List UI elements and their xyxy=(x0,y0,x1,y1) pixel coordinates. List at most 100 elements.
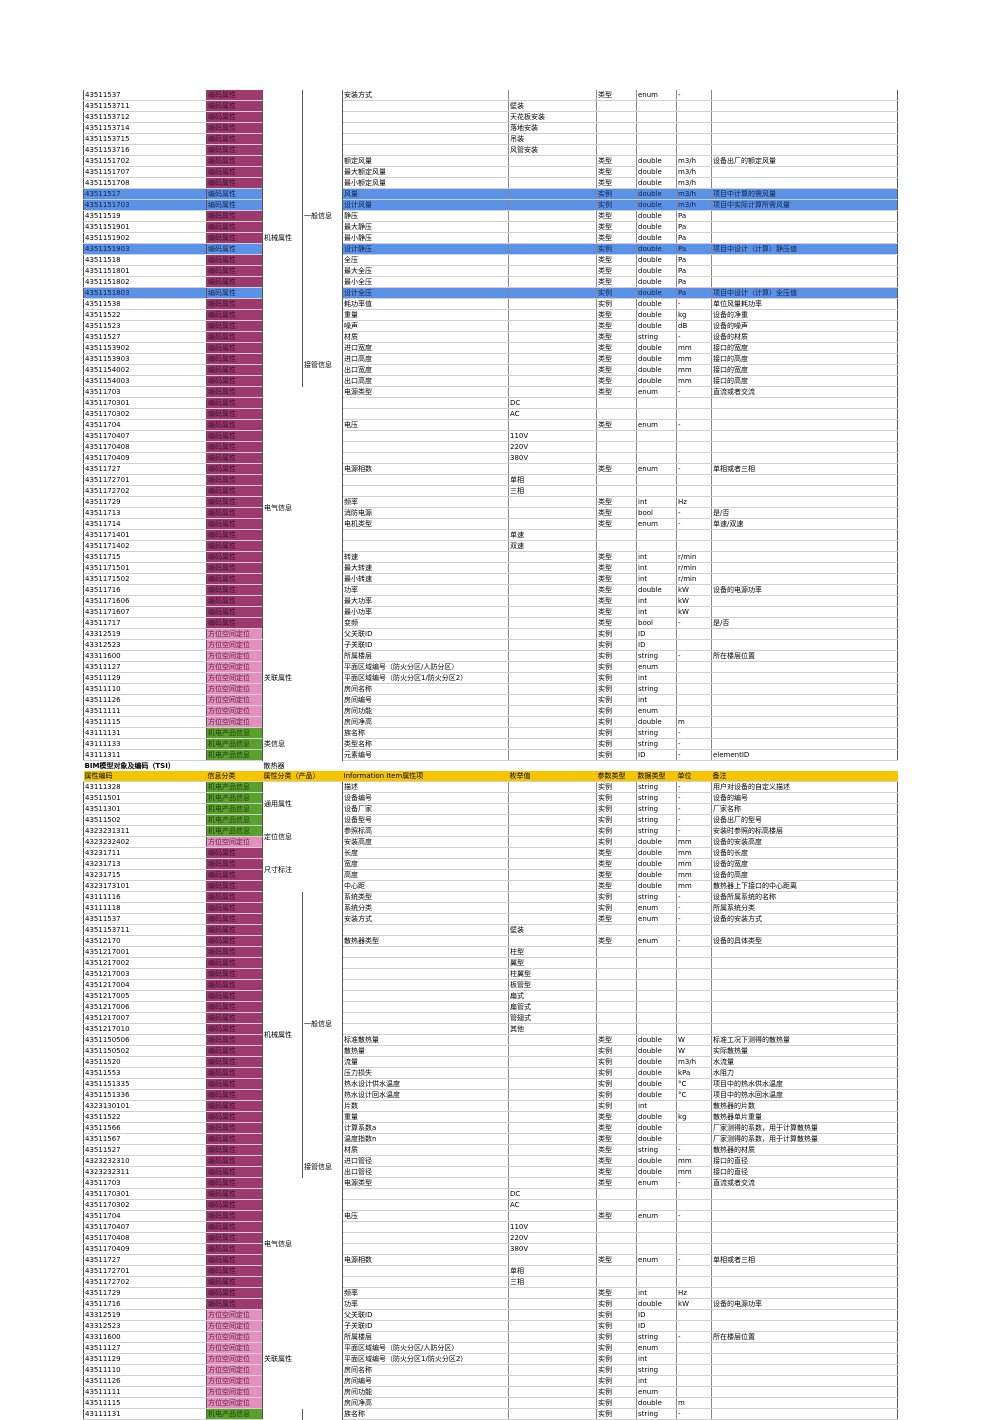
data-type: enum xyxy=(636,661,677,673)
param-type: 实例 xyxy=(596,1309,638,1321)
attribute-code: 43111311 xyxy=(83,749,207,761)
unit: - xyxy=(676,650,712,662)
attribute-name xyxy=(342,397,509,409)
attribute-code: 4351151708 xyxy=(83,177,207,189)
attribute-name xyxy=(342,430,509,442)
param-type xyxy=(596,529,637,541)
attribute-name xyxy=(342,441,509,453)
remark: 接口的直径 xyxy=(711,1155,899,1167)
enum-value xyxy=(508,210,597,222)
unit xyxy=(676,441,712,453)
info-category: 方位空间定位 xyxy=(206,1397,264,1409)
table-row: 43511527 编码属性 材质 类型 string - 散热器的材质 xyxy=(83,1144,899,1156)
param-type: 类型 xyxy=(596,309,637,321)
table-row: 43511715 编码属性 转速 类型 int r/min xyxy=(83,551,898,563)
attribute-code: 4351151803 xyxy=(83,287,207,299)
unit: m3/h xyxy=(676,177,712,189)
group-label: 机械属性 xyxy=(262,891,303,1178)
attribute-name: 热水设计回水温度 xyxy=(342,1089,510,1101)
data-type: double xyxy=(636,254,677,266)
data-type: double xyxy=(636,375,677,387)
empty-cell xyxy=(262,1408,303,1420)
table-row: 43511566 编码属性 计算系数a 类型 double 厂家测得的系数，用于计算散热量 xyxy=(83,1122,899,1134)
remark xyxy=(711,254,898,266)
enum-value xyxy=(508,1177,598,1189)
data-type: double xyxy=(636,1067,678,1079)
enum-value xyxy=(508,1298,598,1310)
attribute-name: 房间功能 xyxy=(342,705,509,717)
attribute-code: 4323173101 xyxy=(83,880,207,892)
remark xyxy=(711,1397,899,1409)
param-type xyxy=(596,1221,638,1233)
table-row: 4351153711 编码属性 壁装 xyxy=(83,100,898,112)
param-type: 类型 xyxy=(596,254,637,266)
param-type: 类型 xyxy=(596,155,637,167)
remark: 设备的宽度 xyxy=(711,858,899,870)
param-type xyxy=(596,1243,638,1255)
attribute-code: 4323231311 xyxy=(83,825,207,837)
attribute-name: 出口高度 xyxy=(342,375,509,387)
attribute-name: 额定风量 xyxy=(342,155,509,167)
info-category: 编码属性 xyxy=(206,1232,264,1244)
unit xyxy=(676,1243,713,1255)
table-row: 4351150502 编码属性 散热量 实例 double W 实际散热量 xyxy=(83,1045,899,1057)
enum-value xyxy=(508,1100,598,1112)
info-category: 编码属性 xyxy=(206,507,263,519)
attribute-name: 温度指数n xyxy=(342,1133,510,1145)
table-row: 43511527 编码属性 材质 类型 string - 设备的材质 xyxy=(83,331,898,343)
unit xyxy=(676,474,712,486)
enum-value: 其他 xyxy=(508,1023,598,1035)
enum-value xyxy=(508,1364,598,1376)
unit: Hz xyxy=(676,496,712,508)
enum-value xyxy=(508,749,597,761)
attribute-name: 平面区域编号（防火分区/人防分区） xyxy=(342,661,509,673)
remark: 设备的电源功率 xyxy=(711,1298,899,1310)
unit: r/min xyxy=(676,551,712,563)
attribute-name xyxy=(342,1188,510,1200)
data-type: double xyxy=(636,716,677,728)
table-row: 4351151901 编码属性 最大静压 类型 double Pa xyxy=(83,221,898,233)
info-category: 方位空间定位 xyxy=(206,628,263,640)
attribute-name: 电源相数 xyxy=(342,463,509,475)
remark: 接口的直径 xyxy=(711,1166,899,1178)
unit xyxy=(676,1133,713,1145)
table-row: 43511115 方位空间定位 房间净高 实例 double m xyxy=(83,716,898,728)
param-type: 类型 xyxy=(596,584,637,596)
remark: 设备的安装方式 xyxy=(711,913,899,925)
param-type: 实例 xyxy=(596,1298,638,1310)
info-category: 编码属性 xyxy=(206,122,263,134)
remark xyxy=(711,133,898,145)
attribute-name xyxy=(342,408,509,420)
remark: 是/否 xyxy=(711,617,898,629)
remark: 单相或者三相 xyxy=(711,1254,899,1266)
table-row: 4351153712 编码属性 天花板安装 xyxy=(83,111,898,123)
attribute-code: 4351154003 xyxy=(83,375,207,387)
header-cell: 属性分类（产品） xyxy=(262,771,343,782)
remark xyxy=(711,1287,899,1299)
enum-value xyxy=(508,781,598,793)
attribute-code: 4351153711 xyxy=(83,924,207,936)
remark xyxy=(711,639,898,651)
group-label: 类信息 xyxy=(262,727,343,761)
info-category: 编码属性 xyxy=(206,254,263,266)
attribute-code: 43511727 xyxy=(83,1254,207,1266)
remark xyxy=(711,1342,899,1354)
remark xyxy=(711,485,898,497)
attribute-name: 族名称 xyxy=(342,1408,510,1420)
param-type: 类型 xyxy=(596,331,637,343)
enum-value xyxy=(508,254,597,266)
enum-value xyxy=(508,1133,598,1145)
remark: 厂家名称 xyxy=(711,803,899,815)
attribute-code: 4351153712 xyxy=(83,111,207,123)
info-category: 编码属性 xyxy=(206,232,263,244)
param-type: 类型 xyxy=(596,595,637,607)
table-row: 4351171606 编码属性 最大功率 类型 int kW xyxy=(83,595,898,607)
table-row: 4351151708 编码属性 最小额定风量 类型 double m3/h xyxy=(83,177,898,189)
unit xyxy=(676,540,712,552)
info-category: 编码属性 xyxy=(206,1144,264,1156)
enum-value: 双速 xyxy=(508,540,597,552)
enum-value xyxy=(508,551,597,563)
unit: - xyxy=(676,891,713,903)
info-category: 方位空间定位 xyxy=(206,672,263,684)
info-category: 编码属性 xyxy=(206,452,263,464)
